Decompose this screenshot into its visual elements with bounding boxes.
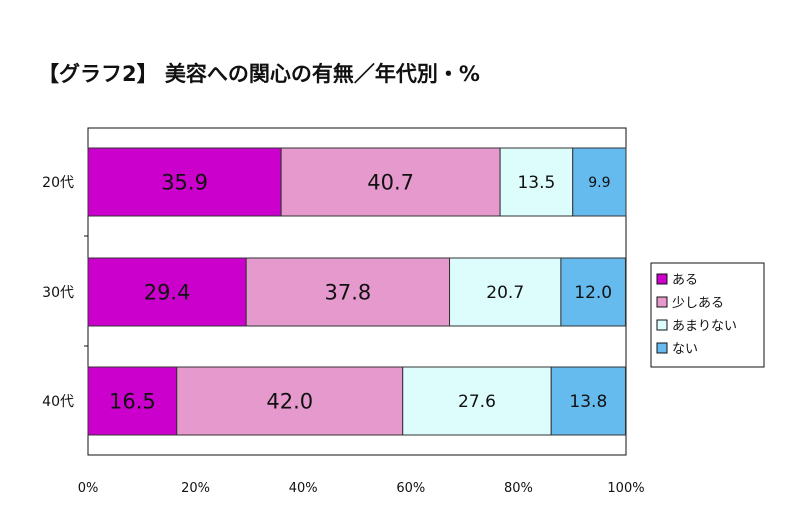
bar-segment — [87, 366, 178, 436]
x-tick-label: 100% — [607, 481, 644, 496]
legend-box — [650, 262, 765, 368]
data-label: 12.0 — [574, 283, 612, 303]
legend-label: 少しある — [672, 296, 724, 311]
bar-segment — [280, 147, 501, 217]
legend-label: ある — [672, 273, 698, 288]
data-label: 27.6 — [458, 392, 496, 412]
category-labels: 20代 30代 40代 — [42, 175, 88, 410]
data-label: 42.0 — [266, 390, 313, 414]
bar-segment — [499, 147, 574, 217]
bar-segment — [402, 366, 552, 436]
bar-segment — [176, 366, 404, 436]
legend-label: ない — [672, 342, 698, 357]
data-label: 13.8 — [569, 392, 607, 412]
legend-swatch — [656, 296, 668, 308]
bar-segment — [245, 257, 451, 327]
x-tick-label: 20% — [181, 481, 210, 496]
data-label: 13.5 — [517, 173, 555, 193]
bar-segment — [87, 147, 282, 217]
data-label: 37.8 — [324, 281, 371, 305]
bar-segment — [572, 147, 627, 217]
x-axis-ticks: 0% 20% 40% 60% 80% 100% — [78, 481, 645, 496]
chart-title: 【グラフ2】 美容への関心の有無／年代別・% — [38, 62, 480, 86]
x-tick-label: 80% — [504, 481, 533, 496]
legend-label: あまりない — [672, 319, 737, 334]
legend-swatch — [656, 319, 668, 331]
data-label: 9.9 — [588, 175, 610, 191]
x-tick-label: 0% — [78, 481, 99, 496]
data-label: 35.9 — [161, 171, 208, 195]
data-label: 29.4 — [144, 281, 191, 305]
x-tick-label: 60% — [396, 481, 425, 496]
x-tick-label: 40% — [289, 481, 318, 496]
data-label: 20.7 — [486, 283, 524, 303]
legend-swatch — [656, 273, 668, 285]
category-label: 20代 — [42, 175, 74, 191]
bar-segment — [87, 257, 247, 327]
category-label: 30代 — [42, 285, 74, 301]
bar-segment — [449, 257, 562, 327]
data-label: 40.7 — [367, 171, 414, 195]
bars-group: 35.9 40.7 13.5 9.9 29.4 37.8 20.7 12.0 16.5 42.0 2… — [87, 147, 627, 436]
category-label: 40代 — [42, 394, 74, 410]
legend-swatch — [656, 342, 668, 354]
data-label: 16.5 — [109, 390, 156, 414]
bar-segment — [560, 257, 626, 327]
bar-segment — [550, 366, 626, 436]
